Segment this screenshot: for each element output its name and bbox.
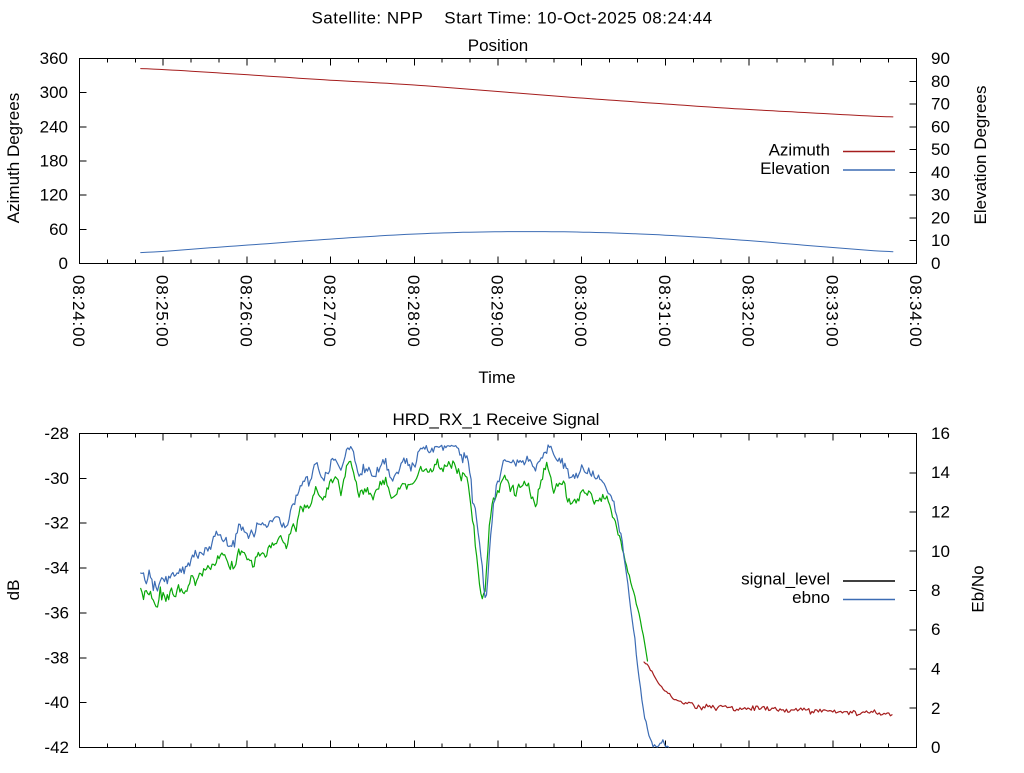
svg-text:360: 360 bbox=[40, 49, 68, 68]
svg-text:08:32:00: 08:32:00 bbox=[739, 275, 758, 348]
svg-text:-28: -28 bbox=[44, 424, 69, 443]
svg-text:Position: Position bbox=[468, 36, 528, 55]
svg-text:-38: -38 bbox=[44, 648, 69, 667]
svg-text:4: 4 bbox=[931, 660, 940, 679]
svg-text:16: 16 bbox=[931, 424, 950, 443]
svg-text:08:28:00: 08:28:00 bbox=[404, 275, 423, 348]
svg-text:14: 14 bbox=[931, 463, 950, 482]
svg-text:0: 0 bbox=[931, 738, 940, 757]
svg-text:08:33:00: 08:33:00 bbox=[822, 275, 841, 348]
svg-text:10: 10 bbox=[931, 542, 950, 561]
svg-text:80: 80 bbox=[931, 72, 950, 91]
svg-text:08:34:00: 08:34:00 bbox=[906, 275, 925, 348]
svg-text:Eb/No: Eb/No bbox=[969, 565, 988, 612]
svg-text:2: 2 bbox=[931, 699, 940, 718]
svg-text:12: 12 bbox=[931, 503, 950, 522]
svg-text:08:29:00: 08:29:00 bbox=[488, 275, 507, 348]
svg-text:120: 120 bbox=[40, 186, 68, 205]
svg-text:-36: -36 bbox=[44, 603, 69, 622]
svg-text:08:31:00: 08:31:00 bbox=[655, 275, 674, 348]
svg-text:dB: dB bbox=[4, 580, 23, 601]
svg-text:240: 240 bbox=[40, 117, 68, 136]
svg-text:-34: -34 bbox=[44, 559, 69, 578]
svg-text:8: 8 bbox=[931, 581, 940, 600]
svg-text:08:24:00: 08:24:00 bbox=[69, 275, 88, 348]
svg-text:180: 180 bbox=[40, 152, 68, 171]
svg-text:Elevation Degrees: Elevation Degrees bbox=[971, 86, 990, 225]
svg-text:ebno: ebno bbox=[792, 588, 830, 607]
svg-text:50: 50 bbox=[931, 140, 950, 159]
svg-text:20: 20 bbox=[931, 208, 950, 227]
svg-text:08:25:00: 08:25:00 bbox=[153, 275, 172, 348]
svg-text:70: 70 bbox=[931, 95, 950, 114]
svg-text:Satellite: NPP Start Time:: Satellite: NPP Start Time: 10-Oct-2025 0… bbox=[311, 9, 712, 28]
svg-text:90: 90 bbox=[931, 49, 950, 68]
svg-text:300: 300 bbox=[40, 83, 68, 102]
svg-text:Azimuth: Azimuth bbox=[769, 141, 830, 160]
svg-text:40: 40 bbox=[931, 163, 950, 182]
svg-text:60: 60 bbox=[49, 220, 68, 239]
svg-text:Time: Time bbox=[478, 368, 515, 387]
svg-text:30: 30 bbox=[931, 186, 950, 205]
svg-text:0: 0 bbox=[931, 254, 940, 273]
svg-text:6: 6 bbox=[931, 620, 940, 639]
svg-text:08:26:00: 08:26:00 bbox=[236, 275, 255, 348]
svg-text:Elevation: Elevation bbox=[760, 159, 830, 178]
svg-text:-30: -30 bbox=[44, 469, 69, 488]
svg-text:-40: -40 bbox=[44, 693, 69, 712]
svg-text:-42: -42 bbox=[44, 738, 69, 757]
svg-text:Azimuth Degrees: Azimuth Degrees bbox=[4, 93, 23, 223]
svg-text:08:27:00: 08:27:00 bbox=[320, 275, 339, 348]
svg-text:60: 60 bbox=[931, 117, 950, 136]
svg-text:0: 0 bbox=[59, 254, 68, 273]
svg-text:HRD_RX_1 Receive Signal: HRD_RX_1 Receive Signal bbox=[393, 410, 600, 429]
svg-text:signal_level: signal_level bbox=[741, 570, 830, 589]
svg-text:10: 10 bbox=[931, 231, 950, 250]
svg-text:-32: -32 bbox=[44, 514, 69, 533]
svg-text:08:30:00: 08:30:00 bbox=[571, 275, 590, 348]
